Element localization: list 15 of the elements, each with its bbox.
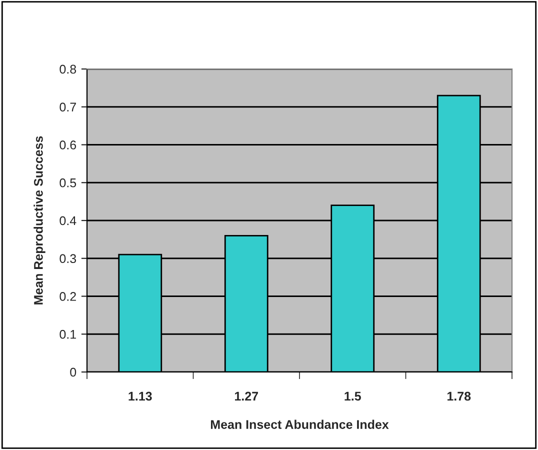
y-tick-label: 0.2 [60,292,76,301]
x-tick-label: 1.5 [344,392,361,401]
y-tick-label: 0.1 [60,330,76,339]
y-tick-label: 0.7 [60,102,76,112]
y-tick-label: 0.6 [60,140,76,150]
x-axis-title: Mean Insect Abundance Index [210,420,389,429]
y-tick-label: 0.4 [60,216,76,226]
y-tick-label: 0 [70,368,76,377]
y-tick-label: 0.5 [60,178,76,188]
x-tick-label: 1.27 [235,392,258,401]
x-tick-label: 1.13 [128,392,152,401]
x-tick-label: 1.78 [448,392,471,401]
y-tick-label: 0.8 [60,64,76,74]
y-tick-label: 0.3 [60,254,76,264]
y-axis-title: Mean Reproductive Success [34,136,46,304]
